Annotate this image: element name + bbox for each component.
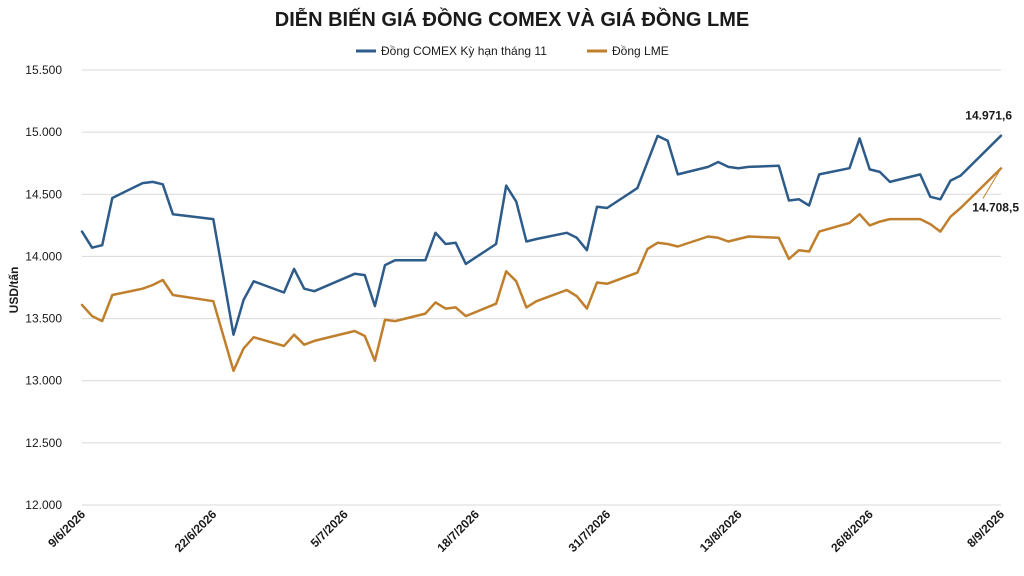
x-tick-label: 9/6/2026 — [45, 507, 88, 550]
legend-label-comex: Đồng COMEX Kỳ hạn tháng 11 — [381, 44, 547, 58]
x-tick-label: 5/7/2026 — [308, 507, 351, 550]
y-tick-label: 13.500 — [25, 312, 62, 326]
series-line-comex — [80, 134, 1003, 336]
data-annotations: 14.971,6 14.708,5 — [965, 109, 1019, 215]
series-line-lme — [80, 167, 1003, 373]
y-tick-label: 12.500 — [25, 436, 62, 450]
y-tick-label: 15.500 — [25, 63, 62, 77]
y-tick-label: 13.000 — [25, 374, 62, 388]
x-axis-ticks: 9/6/2026 22/6/2026 5/7/2026 18/7/2026 31/7/2… — [45, 507, 1007, 555]
legend: Đồng COMEX Kỳ hạn tháng 11 Đồng LME — [356, 44, 669, 58]
series-lines — [80, 134, 1003, 373]
y-tick-label: 12.000 — [25, 498, 62, 512]
y-tick-label: 15.000 — [25, 125, 62, 139]
x-tick-label: 22/6/2026 — [172, 507, 220, 555]
y-axis-label: USD/tấn — [7, 267, 21, 314]
x-tick-label: 18/7/2026 — [434, 507, 482, 555]
x-tick-label: 26/8/2026 — [828, 507, 876, 555]
data-label: 14.971,6 — [965, 109, 1012, 123]
gridlines — [82, 69, 1001, 506]
x-tick-label: 31/7/2026 — [566, 507, 614, 555]
chart-title: DIỄN BIẾN GIÁ ĐỒNG COMEX VÀ GIÁ ĐỒNG LME — [275, 7, 749, 31]
data-label: 14.708,5 — [972, 200, 1019, 214]
legend-label-lme: Đồng LME — [612, 44, 669, 58]
annotation-leader-line — [982, 168, 1002, 199]
y-axis-ticks: 12.000 12.500 13.000 13.500 14.000 14.500 15.0… — [25, 63, 62, 512]
y-tick-label: 14.500 — [25, 187, 62, 201]
x-tick-label: 8/9/2026 — [964, 507, 1007, 550]
y-tick-label: 14.000 — [25, 249, 62, 263]
x-tick-label: 13/8/2026 — [697, 507, 745, 555]
